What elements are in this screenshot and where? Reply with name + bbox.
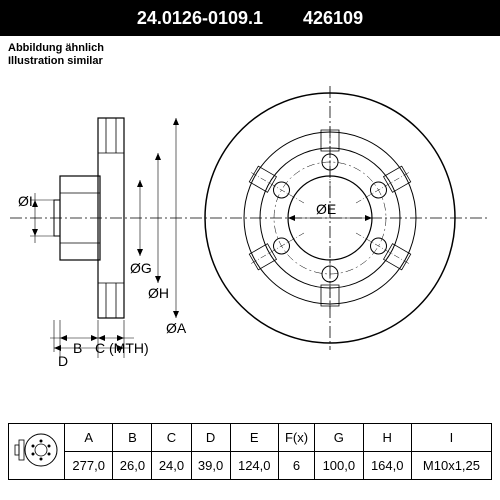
disc-icon-cell <box>9 424 65 480</box>
val-H: 164,0 <box>363 452 411 480</box>
label-I: ØI <box>18 193 33 209</box>
val-I: M10x1,25 <box>411 452 491 480</box>
label-H: ØH <box>148 285 169 301</box>
col-C: C <box>152 424 191 452</box>
val-D: 39,0 <box>191 452 230 480</box>
col-E: E <box>230 424 278 452</box>
label-D: D <box>58 353 68 369</box>
col-I: I <box>411 424 491 452</box>
val-B: 26,0 <box>113 452 152 480</box>
val-G: 100,0 <box>315 452 363 480</box>
table-value-row: 277,0 26,0 24,0 39,0 124,0 6 100,0 164,0… <box>9 452 492 480</box>
val-F: 6 <box>278 452 314 480</box>
col-F: F(x) <box>278 424 314 452</box>
diagram-svg: ØI ØG ØH ØA <box>0 38 500 378</box>
col-D: D <box>191 424 230 452</box>
label-A: ØA <box>166 320 187 336</box>
col-H: H <box>363 424 411 452</box>
part-number-2: 426109 <box>303 8 363 29</box>
val-A: 277,0 <box>65 452 113 480</box>
col-A: A <box>65 424 113 452</box>
col-G: G <box>315 424 363 452</box>
val-C: 24,0 <box>152 452 191 480</box>
table-header-row: A B C D E F(x) G H I <box>9 424 492 452</box>
label-E: ØE <box>316 201 336 217</box>
label-G: ØG <box>130 260 152 276</box>
brake-disc-icon <box>13 430 61 470</box>
technical-diagram: ØI ØG ØH ØA <box>0 38 500 378</box>
header-bar: 24.0126-0109.1 426109 <box>0 0 500 36</box>
val-E: 124,0 <box>230 452 278 480</box>
dimensions-table: A B C D E F(x) G H I 277,0 26,0 24,0 39,… <box>8 423 492 480</box>
part-number-1: 24.0126-0109.1 <box>137 8 263 29</box>
col-B: B <box>113 424 152 452</box>
side-view: ØI ØG ØH ØA <box>18 118 187 369</box>
